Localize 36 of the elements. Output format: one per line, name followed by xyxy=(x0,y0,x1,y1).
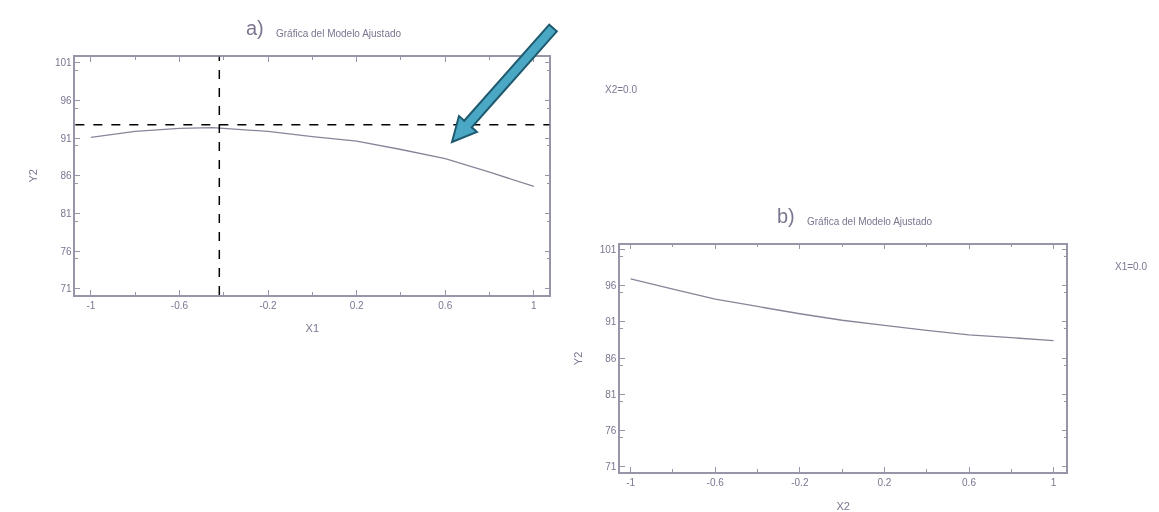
x-tick-label: 1 xyxy=(531,299,538,311)
x-tick-label: -1 xyxy=(86,299,96,311)
y-tick-label: 91 xyxy=(60,132,73,144)
y-tick-label: 71 xyxy=(605,461,617,473)
y-tick-label: 81 xyxy=(605,388,617,400)
y-tick-label: 76 xyxy=(605,425,617,437)
x-tick-label: -1 xyxy=(626,476,636,488)
chart-title: a) Gráfica del Modelo Ajustado xyxy=(246,17,402,39)
text: X1=0.0 xyxy=(1115,261,1148,272)
y-tick-label: 91 xyxy=(605,316,617,328)
x-tick-label: 0.6 xyxy=(438,299,453,311)
y-tick-label: 76 xyxy=(60,245,73,257)
y-tick-label: 86 xyxy=(60,170,73,182)
y-axis-title: Y2 xyxy=(27,169,40,183)
x-axis-title: X2 xyxy=(836,499,850,512)
x-tick-label: 0.2 xyxy=(349,299,365,311)
x-tick-label: 1 xyxy=(1050,476,1057,488)
x-tick-label: 0.2 xyxy=(877,476,892,488)
x-tick-label: -0.2 xyxy=(259,299,278,311)
text: X2=0.0 xyxy=(605,84,638,95)
y-tick-label: 86 xyxy=(605,352,617,364)
x-tick-label: 0.6 xyxy=(962,476,977,488)
y-tick-label: 101 xyxy=(54,57,73,69)
chart-title: b) Gráfica del Modelo Ajustado xyxy=(777,205,933,227)
x-tick-label: -0.6 xyxy=(170,299,189,311)
y-axis-title: Y2 xyxy=(571,351,584,366)
x-tick-label: -0.6 xyxy=(706,476,725,488)
y-tick-label: 71 xyxy=(60,283,73,295)
x-axis-title: X1 xyxy=(305,322,320,335)
y-tick-label: 96 xyxy=(60,95,73,107)
line-series xyxy=(90,127,535,188)
y-tick-label: 81 xyxy=(60,208,73,220)
x-tick-label: -0.2 xyxy=(791,476,809,488)
line-series xyxy=(629,278,1055,342)
y-tick-label: 96 xyxy=(605,279,617,291)
y-tick-label: 101 xyxy=(599,243,617,255)
